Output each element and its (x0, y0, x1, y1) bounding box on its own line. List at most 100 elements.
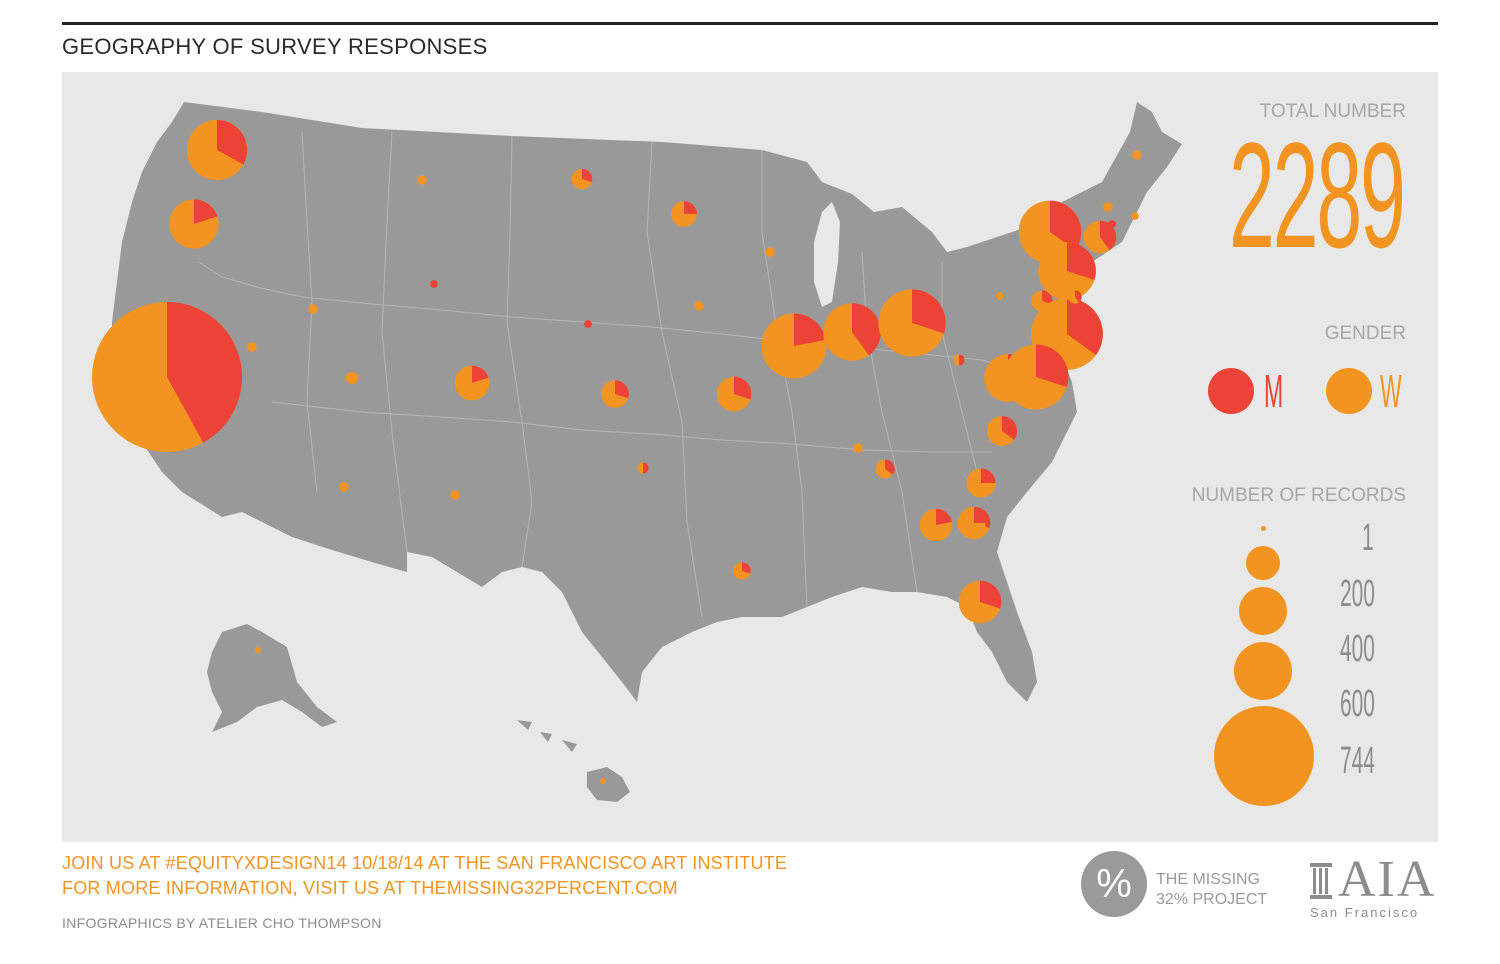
footer-credit: INFOGRAPHICS BY ATELIER CHO THOMPSON (62, 915, 382, 931)
women-share-slice (247, 342, 257, 352)
state-pie-marker (761, 313, 827, 379)
missing-line-1: THE MISSING (1156, 871, 1261, 888)
state-pie-marker (345, 371, 359, 385)
men-share-slice (582, 168, 593, 183)
men-share-slice (1036, 344, 1069, 388)
state-pie-marker (765, 247, 775, 257)
state-borders (198, 131, 1023, 618)
men-share-slice (794, 313, 826, 346)
footer-website-line: FOR MORE INFORMATION, VISIT US AT THEMIS… (62, 878, 678, 898)
women-share-slice (308, 304, 318, 314)
men-share-slice (734, 376, 752, 400)
men-share-slice (981, 468, 996, 483)
footer-event-line: JOIN US AT #EQUITYXDESIGN14 10/18/14 AT … (62, 853, 788, 873)
records-size-circle-744 (1214, 706, 1314, 806)
women-share-slice (694, 301, 704, 311)
women-share-slice (996, 292, 1004, 300)
records-size-circle-200 (1246, 546, 1280, 580)
men-share-slice (852, 303, 881, 356)
men-share-slice (194, 199, 218, 224)
women-share-slice (853, 443, 863, 453)
men-share-slice (1067, 298, 1103, 356)
men-share-slice (472, 365, 489, 383)
page-title: GEOGRAPHY OF SURVEY RESPONSES (62, 34, 488, 59)
men-share-slice (167, 302, 242, 443)
map-panel: TOTAL NUMBER 2289 GENDER M W NUMBER OF R… (62, 72, 1438, 842)
women-share-slice (1131, 212, 1139, 220)
state-pie-marker (169, 199, 219, 249)
missing-32-percent-logo-badge: % (1081, 851, 1147, 917)
state-pie-marker (600, 778, 606, 784)
men-share-slice (217, 119, 248, 165)
men-share-slice (936, 508, 952, 525)
aia-logo-subtitle: San Francisco (1310, 905, 1420, 920)
hawaii-shape (517, 720, 630, 802)
records-size-circle-600 (1234, 642, 1292, 700)
state-pie-marker (919, 508, 953, 542)
men-share-slice (1075, 290, 1082, 303)
men-share-slice (959, 354, 965, 366)
women-share-slice (339, 482, 349, 492)
state-pie-marker (694, 301, 704, 311)
state-pie-marker (1108, 220, 1116, 228)
missing-32-percent-logo-text: THE MISSING 32% PROJECT (1156, 870, 1267, 910)
state-pie-marker (958, 580, 1002, 624)
state-pie-marker (637, 462, 649, 474)
state-pie-marker (986, 415, 1018, 447)
state-pie-marker (430, 280, 438, 288)
aia-logo-text: AIA (1338, 851, 1437, 908)
gender-men-swatch (1208, 368, 1254, 414)
records-size-circle-400 (1239, 587, 1287, 635)
records-size-value-744: 744 (1340, 740, 1375, 782)
gender-women-swatch (1326, 368, 1372, 414)
state-pie-marker (571, 168, 593, 190)
state-pie-marker (601, 380, 629, 408)
men-share-slice (643, 462, 649, 474)
men-share-slice (1067, 242, 1096, 280)
records-size-value-600: 600 (1340, 683, 1375, 725)
state-pie-marker (1131, 212, 1139, 220)
total-number-value: 2289 (1229, 111, 1406, 279)
women-share-slice (600, 778, 606, 784)
records-size-value-200: 200 (1340, 573, 1375, 615)
women-share-slice (765, 247, 775, 257)
state-pie-marker (733, 562, 751, 580)
women-share-slice (1132, 150, 1142, 160)
us-land-shape (112, 102, 1182, 702)
state-pie-marker (1103, 202, 1113, 212)
state-pie-marker (1132, 150, 1142, 160)
women-share-slice (450, 490, 460, 500)
alaska-shape (207, 624, 337, 732)
state-pie-marker (339, 482, 349, 492)
men-share-slice (912, 289, 946, 334)
map-canvas (92, 102, 1182, 802)
state-pie-marker (823, 303, 881, 361)
state-pie-marker (878, 289, 946, 357)
state-pie-marker (92, 302, 242, 452)
state-pie-marker (247, 342, 257, 352)
total-number-label: TOTAL NUMBER (1259, 101, 1406, 122)
women-share-slice (255, 647, 261, 653)
state-pie-marker (255, 647, 261, 653)
men-share-slice (1050, 200, 1082, 251)
missing-line-2: 32% PROJECT (1156, 891, 1268, 908)
state-pie-marker (186, 119, 248, 181)
records-size-value-400: 400 (1340, 628, 1375, 670)
men-share-slice (1002, 415, 1018, 440)
men-share-slice (684, 201, 697, 214)
men-share-slice (1100, 220, 1117, 251)
state-pie-marker (308, 304, 318, 314)
state-pie-marker (1003, 344, 1069, 410)
state-pie-marker (671, 201, 697, 227)
state-pie-marker (584, 320, 592, 328)
women-share-slice (1108, 220, 1116, 228)
records-size-value-1: 1 (1362, 517, 1374, 559)
women-share-slice (345, 371, 359, 385)
men-share-slice (885, 459, 895, 475)
state-pie-marker (716, 376, 752, 412)
state-pie-marker (1083, 220, 1117, 254)
state-pie-marker (417, 175, 427, 185)
lake-michigan-shape (814, 202, 840, 307)
state-pie-marker (966, 468, 996, 498)
men-share-slice (980, 580, 1002, 609)
